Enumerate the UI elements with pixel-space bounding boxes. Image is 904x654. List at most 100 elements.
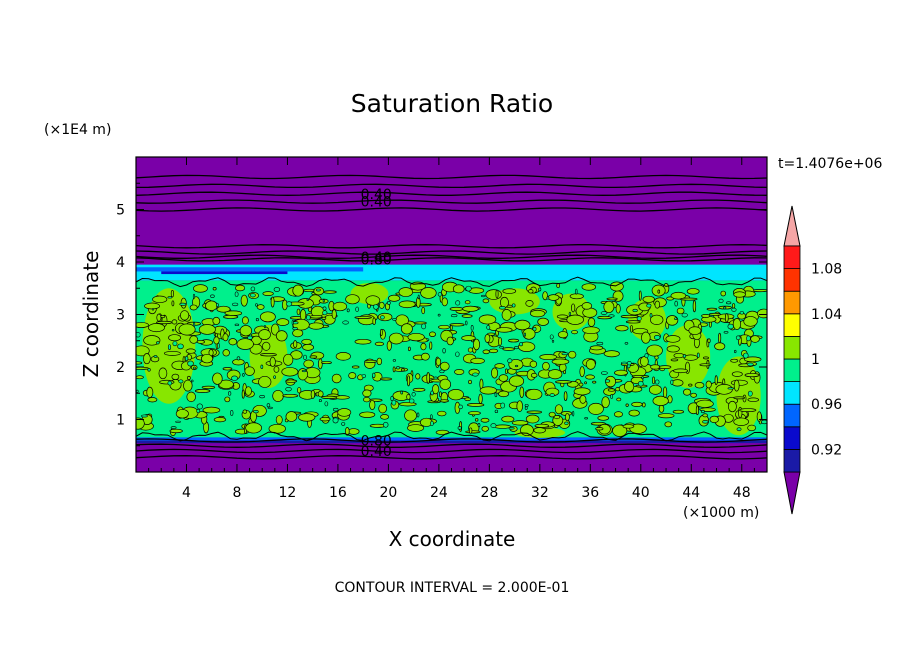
cloud-patch xyxy=(494,424,511,429)
cloud-patch xyxy=(136,375,144,380)
cloud-patch xyxy=(603,300,615,314)
cloud-hole xyxy=(696,352,700,358)
cloud-patch xyxy=(720,290,727,297)
cloud-patch xyxy=(222,349,230,357)
cloud-patch xyxy=(275,330,288,342)
y-unit-label: (×1E4 m) xyxy=(44,122,111,138)
cloud-patch xyxy=(426,371,431,384)
cloud-hole xyxy=(196,403,203,410)
contour-line xyxy=(136,244,767,249)
cloud-hole xyxy=(395,366,401,370)
cloud-hole xyxy=(322,310,328,316)
cloud-hole xyxy=(637,380,644,387)
cloud-patch xyxy=(690,392,697,398)
cloud-patch xyxy=(705,380,712,389)
cloud-hole xyxy=(620,361,628,365)
cloud-hole xyxy=(746,335,751,342)
cloud-patch xyxy=(407,346,411,352)
cloud-patch xyxy=(364,359,378,363)
cloud-patch xyxy=(401,368,405,372)
x-tick-label: 44 xyxy=(682,485,700,501)
cloud-patch xyxy=(569,293,584,300)
cloud-hole xyxy=(731,307,737,312)
cloud-hole xyxy=(674,317,678,320)
y-tick-label: 3 xyxy=(116,308,125,324)
cloud-hole xyxy=(141,414,148,418)
cloud-patch xyxy=(365,295,381,306)
cloud-patch xyxy=(530,372,538,378)
cloud-patch xyxy=(603,350,620,358)
y-tick-label: 2 xyxy=(116,360,125,376)
contour-line xyxy=(136,174,767,180)
cloud-patch xyxy=(393,367,409,372)
cloud-hole xyxy=(564,421,569,425)
cloud-patch xyxy=(673,368,689,374)
cloud-patch xyxy=(622,424,635,429)
cloud-patch xyxy=(488,348,499,354)
cloud-hole xyxy=(458,404,463,410)
cloud-patch xyxy=(170,290,174,298)
cloud-patch xyxy=(236,338,254,350)
cloud-patch xyxy=(508,375,525,387)
cloud-patch xyxy=(468,411,481,416)
cloud-hole xyxy=(260,364,264,369)
cloud-patch xyxy=(672,409,685,414)
cloud-patch xyxy=(136,417,145,430)
y-axis-label: Z coordinate xyxy=(79,251,103,378)
cloud-patch xyxy=(244,386,252,396)
cloud-hole xyxy=(632,308,638,313)
cloud-patch xyxy=(495,327,513,333)
cloud-hole xyxy=(450,314,458,318)
cloud-patch xyxy=(714,342,726,351)
cloud-patch xyxy=(631,401,643,407)
cloud-patch xyxy=(498,374,509,382)
cloud-patch xyxy=(520,424,534,436)
cloud-patch xyxy=(680,297,698,301)
x-unit-label: (×1000 m) xyxy=(683,505,759,521)
cloud-hole xyxy=(193,366,196,370)
cloud-patch xyxy=(241,316,249,325)
cloud-hole xyxy=(472,372,479,377)
cloud-patch xyxy=(362,396,371,403)
cloud-patch xyxy=(581,302,593,310)
cloud-patch xyxy=(310,389,316,399)
cloud-patch xyxy=(386,340,392,351)
cloud-hole xyxy=(523,332,527,337)
cloud-hole xyxy=(255,317,259,322)
contour-line xyxy=(136,455,767,460)
cloud-hole xyxy=(700,409,705,414)
cloud-patch xyxy=(240,294,248,307)
cloud-patch xyxy=(362,389,372,398)
cloud-patch xyxy=(557,331,569,339)
cloud-hole xyxy=(439,369,445,374)
cloud-hole xyxy=(234,291,239,297)
cloud-patch xyxy=(301,338,313,345)
cloud-patch xyxy=(556,314,569,319)
cloud-patch xyxy=(202,406,221,414)
contour-interval-note: CONTOUR INTERVAL = 2.000E-01 xyxy=(335,580,570,596)
cloud-patch xyxy=(473,338,481,351)
cloud-patch xyxy=(666,345,680,353)
cloud-hole xyxy=(430,420,434,426)
x-tick-label: 24 xyxy=(430,485,448,501)
cloud-patch xyxy=(413,321,427,325)
cloud-hole xyxy=(255,303,258,307)
cloud-patch xyxy=(193,284,208,293)
cloud-patch xyxy=(239,325,253,337)
cloud-hole xyxy=(430,414,433,420)
cloud-patch xyxy=(555,380,572,384)
cloud-hole xyxy=(513,346,519,350)
cloud-hole xyxy=(156,341,160,345)
cloud-patch xyxy=(714,375,718,386)
cloud-hole xyxy=(380,315,385,320)
cloud-patch xyxy=(522,328,536,340)
cloud-patch xyxy=(585,374,595,380)
cloud-hole xyxy=(266,403,271,408)
cloud-patch xyxy=(143,335,161,346)
cloud-hole xyxy=(303,354,308,360)
cloud-hole xyxy=(739,311,745,315)
colorbar-cell xyxy=(783,426,801,450)
cloud-patch xyxy=(348,372,357,379)
cloud-patch xyxy=(292,329,304,338)
cloud-patch xyxy=(354,316,372,319)
